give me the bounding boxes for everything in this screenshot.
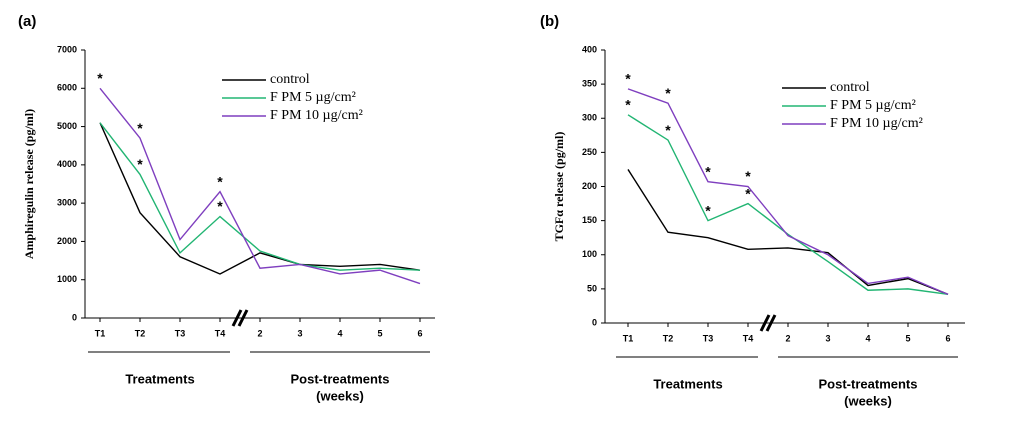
- x-tick-label: T1: [623, 333, 634, 343]
- significance-marker: *: [745, 185, 751, 201]
- legend-label: F PM 10 µg/cm²: [830, 116, 923, 131]
- significance-marker: *: [665, 122, 671, 138]
- x-tick-label: 3: [825, 333, 830, 343]
- x-tick-label: 6: [417, 328, 422, 338]
- x-tick-label: T2: [663, 333, 674, 343]
- significance-marker: *: [217, 173, 223, 189]
- series-line: [627, 169, 949, 295]
- x-tick-label: T4: [215, 328, 226, 338]
- x-tick-label: 4: [865, 333, 870, 343]
- group-label: (weeks): [844, 393, 892, 408]
- group-label: Post-treatments: [819, 376, 918, 391]
- group-label: Treatments: [653, 376, 722, 391]
- series-line: [99, 87, 421, 285]
- legend-label: F PM 5 µg/cm²: [830, 98, 916, 113]
- x-tick-label: 5: [905, 333, 910, 343]
- y-tick-label: 7000: [57, 44, 77, 54]
- axis-break: [237, 309, 249, 327]
- x-tick-label: 5: [377, 328, 382, 338]
- axis-break: [759, 314, 771, 332]
- series-line: [99, 122, 421, 271]
- x-tick-label: 2: [785, 333, 790, 343]
- y-tick-label: 50: [587, 283, 597, 293]
- significance-marker: *: [705, 202, 711, 218]
- series-line: [627, 114, 949, 296]
- x-tick-label: 3: [297, 328, 302, 338]
- legend-label: F PM 5 µg/cm²: [270, 90, 356, 105]
- significance-marker: *: [97, 70, 103, 86]
- significance-marker: *: [137, 120, 143, 136]
- group-label: Treatments: [125, 371, 194, 386]
- legend-label: control: [270, 72, 310, 87]
- y-tick-label: 6000: [57, 83, 77, 93]
- group-label: (weeks): [316, 388, 364, 403]
- significance-marker: *: [625, 97, 631, 113]
- significance-marker: *: [625, 71, 631, 87]
- y-tick-label: 3000: [57, 198, 77, 208]
- y-tick-label: 0: [592, 317, 597, 327]
- legend-label: F PM 10 µg/cm²: [270, 108, 363, 123]
- y-tick-label: 300: [582, 113, 597, 123]
- x-tick-label: 2: [257, 328, 262, 338]
- y-axis-label: Amphiregulin release (pg/ml): [22, 109, 36, 259]
- significance-marker: *: [665, 85, 671, 101]
- series-line: [99, 122, 421, 275]
- y-axis-label: TGFα release (pg/ml): [552, 132, 566, 242]
- x-tick-label: T3: [703, 333, 714, 343]
- x-tick-label: T1: [95, 328, 106, 338]
- x-tick-label: 4: [337, 328, 342, 338]
- y-tick-label: 4000: [57, 159, 77, 169]
- axis-break: [765, 314, 777, 332]
- panel-label: (b): [540, 13, 559, 30]
- y-tick-label: 250: [582, 147, 597, 157]
- y-tick-label: 350: [582, 79, 597, 89]
- panel-label: (a): [18, 13, 36, 30]
- x-tick-label: 6: [945, 333, 950, 343]
- y-tick-label: 100: [582, 249, 597, 259]
- axis-break: [231, 309, 243, 327]
- group-label: Post-treatments: [291, 371, 390, 386]
- y-tick-label: 1000: [57, 274, 77, 284]
- y-tick-label: 150: [582, 215, 597, 225]
- legend-label: control: [830, 80, 870, 95]
- series-line: [627, 88, 949, 295]
- y-tick-label: 5000: [57, 121, 77, 131]
- significance-marker: *: [705, 163, 711, 179]
- x-tick-label: T4: [743, 333, 754, 343]
- x-tick-label: T3: [175, 328, 186, 338]
- significance-marker: *: [137, 156, 143, 172]
- x-tick-label: T2: [135, 328, 146, 338]
- y-tick-label: 2000: [57, 236, 77, 246]
- significance-marker: *: [745, 168, 751, 184]
- y-tick-label: 200: [582, 181, 597, 191]
- significance-marker: *: [217, 198, 223, 214]
- y-tick-label: 400: [582, 44, 597, 54]
- y-tick-label: 0: [72, 312, 77, 322]
